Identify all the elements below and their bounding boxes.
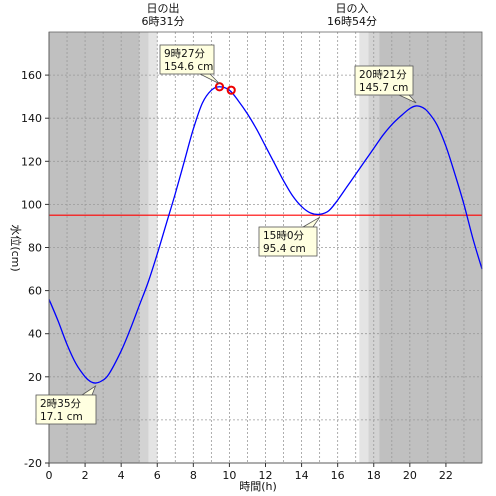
callout-level: 17.1 cm: [40, 411, 83, 423]
sunrise-time: 6時31分: [142, 15, 185, 28]
x-tick-label: 10: [222, 469, 236, 482]
water-level-line: [48, 86, 483, 384]
x-tick-label: 6: [154, 469, 161, 482]
grid-lines: [49, 32, 482, 463]
sunset-label: 日の入: [336, 2, 369, 15]
callout-box: [35, 394, 97, 425]
y-tick-label: 120: [21, 155, 42, 168]
callout-level: 154.6 cm: [164, 61, 213, 73]
x-tick-label: 18: [367, 469, 381, 482]
callout-time: 20時21分: [359, 69, 407, 81]
x-tick-label: 4: [118, 469, 125, 482]
x-tick-label: 2: [82, 469, 89, 482]
callout-box: [159, 44, 215, 75]
x-tick-label: 16: [331, 469, 345, 482]
twilight-band: [139, 32, 149, 463]
callout-box: [258, 226, 318, 257]
callout-time: 2時35分: [40, 398, 82, 410]
x-tick-label: 8: [190, 469, 197, 482]
peak-marker: [226, 85, 236, 95]
peak-marker: [214, 82, 225, 92]
callout-level: 145.7 cm: [359, 82, 408, 94]
x-tick-label: 20: [403, 469, 417, 482]
y-tick-label: 100: [21, 198, 42, 211]
y-tick-label: -20: [24, 457, 42, 470]
y-tick-label: 140: [21, 112, 42, 125]
axes: -200204060801001201401600246810121416182…: [21, 31, 483, 482]
y-tick-label: 40: [28, 328, 42, 341]
callout-level: 95.4 cm: [263, 243, 306, 255]
y-tick-label: 160: [21, 69, 42, 82]
y-axis-label: 水位(cm): [9, 224, 23, 271]
x-axis-label: 時間(h): [239, 480, 277, 493]
callout-time: 15時0分: [263, 230, 305, 242]
x-tick-label: 14: [295, 469, 309, 482]
y-tick-label: 80: [28, 242, 42, 255]
x-tick-label: 0: [46, 469, 53, 482]
sunset-time: 16時54分: [327, 15, 377, 28]
x-tick-label: 12: [259, 469, 273, 482]
x-tick-label: 22: [439, 469, 453, 482]
callout-time: 9時27分: [164, 48, 206, 60]
y-tick-label: 20: [28, 371, 42, 384]
series-layer: [48, 86, 483, 384]
y-tick-label: 60: [28, 285, 42, 298]
marker-layer: [214, 82, 236, 95]
sunrise-label: 日の出: [147, 1, 180, 15]
callout-box: [354, 65, 414, 96]
twilight-band: [359, 32, 369, 463]
